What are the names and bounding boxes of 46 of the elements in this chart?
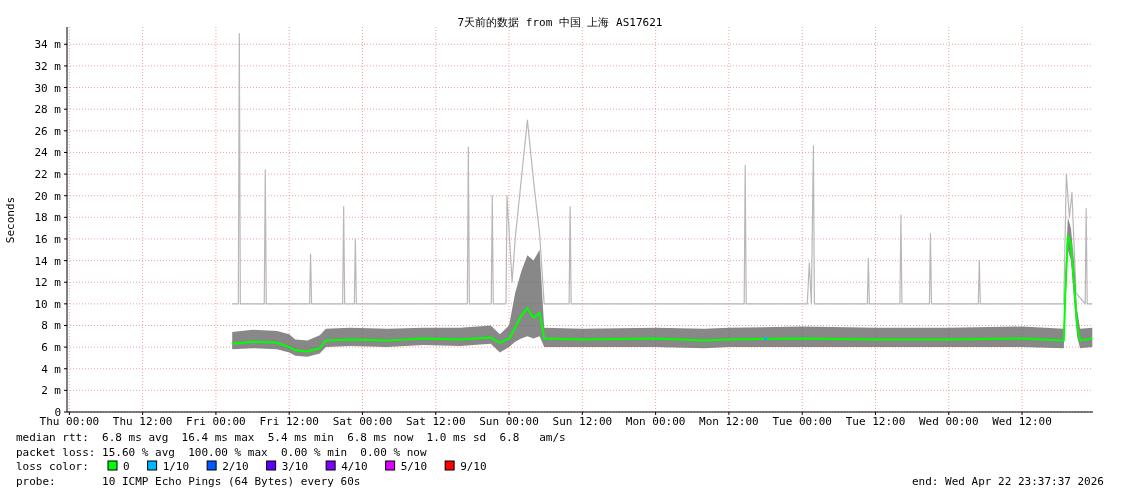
y-tick-label: 24 m — [34, 146, 62, 160]
y-tick-label: 10 m — [34, 297, 62, 311]
x-tick-label: Wed 12:00 — [992, 415, 1052, 428]
x-tick-label: Fri 12:00 — [259, 415, 319, 428]
y-axis-title: Seconds — [4, 196, 17, 244]
legend-label: 5/10 — [400, 460, 428, 473]
y-tick-label: 28 m — [34, 103, 62, 117]
x-tick-label: Mon 12:00 — [699, 415, 759, 428]
x-tick-label: Fri 00:00 — [186, 415, 246, 428]
text: packet loss: 15.60 % avg 100.00 % max 0.00 % min 0.00 % now — [16, 446, 427, 459]
x-tick-label: Sat 00:00 — [332, 415, 393, 428]
legend-label: 4/10 — [341, 460, 368, 473]
y-tick-label: 22 m — [34, 168, 62, 182]
y-tick-label: 8 m — [41, 319, 62, 333]
x-tick-label: Tue 00:00 — [772, 415, 832, 428]
legend-label: 2/10 — [222, 460, 249, 473]
line-series — [231, 234, 1094, 353]
legend-title: loss color: — [16, 460, 89, 473]
y-tick-label: 26 m — [34, 124, 62, 138]
y-tick-label: 32 m — [34, 59, 62, 73]
x-tick-label: Sun 00:00 — [479, 415, 539, 428]
x-tick-label: Sat 12:00 — [405, 415, 466, 428]
chart-title: 7天前的数据 from 中国 上海 AS17621 — [457, 16, 663, 29]
x-tick-label: Mon 00:00 — [625, 415, 686, 428]
legend-label: 1/10 — [162, 460, 190, 473]
y-tick-label: 34 m — [34, 38, 62, 52]
text: end: Wed Apr 22 23:37:37 2026 — [911, 475, 1104, 488]
y-tick-label: 4 m — [41, 362, 62, 376]
legend-label: 9/10 — [460, 460, 487, 473]
y-tick-label: 2 m — [41, 384, 62, 398]
x-tick-label: Tue 12:00 — [845, 415, 906, 428]
y-tick-label: 18 m — [34, 211, 62, 225]
y-tick-label: 16 m — [34, 232, 62, 246]
text: probe: 10 ICMP Echo Pings (64 Bytes) every 60s — [16, 475, 361, 488]
y-tick-label: 30 m — [34, 81, 62, 95]
y-tick-label: 14 m — [34, 254, 62, 268]
x-tick-label: Wed 00:00 — [918, 415, 979, 428]
line-series — [231, 32, 1093, 305]
text: median rtt: 6.8 ms avg 16.4 ms max 5.4 ms min 6.8 ms now 1.0 ms sd 6.8 am/s — [16, 431, 566, 444]
x-tick-label: Sun 12:00 — [552, 415, 613, 428]
y-tick-label: 20 m — [34, 189, 62, 203]
legend-label: 3/10 — [281, 460, 309, 473]
y-tick-label: 6 m — [41, 341, 62, 355]
x-tick-label: Thu 12:00 — [112, 415, 173, 428]
y-tick-label: 12 m — [34, 276, 62, 290]
legend-label: 0 — [123, 460, 130, 473]
